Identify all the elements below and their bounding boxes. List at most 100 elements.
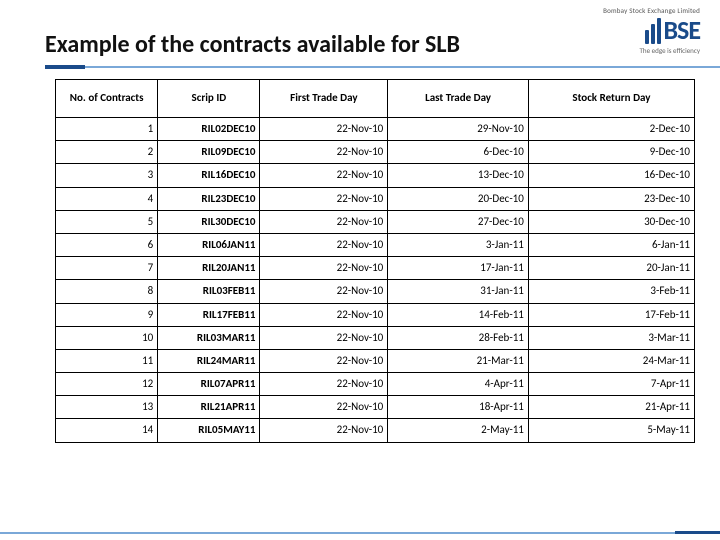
table-cell: RIL20JAN11 (158, 257, 260, 280)
table-cell: 28-Feb-11 (388, 326, 529, 349)
table-cell: 16-Dec-10 (528, 164, 694, 187)
table-row: 2RIL09DEC1022-Nov-106-Dec-109-Dec-10 (56, 141, 695, 164)
table-cell: RIL24MAR11 (158, 349, 260, 372)
table-cell: 14 (56, 419, 158, 442)
table-cell: 30-Dec-10 (528, 210, 694, 233)
table-cell: 22-Nov-10 (260, 210, 388, 233)
table-cell: 6-Dec-10 (388, 141, 529, 164)
page-title: Example of the contracts available for S… (45, 30, 700, 59)
table-cell: 27-Dec-10 (388, 210, 529, 233)
table-cell: 4-Apr-11 (388, 373, 529, 396)
table-cell: RIL07APR11 (158, 373, 260, 396)
table-cell: 21-Apr-11 (528, 396, 694, 419)
table-cell: 22-Nov-10 (260, 257, 388, 280)
table-cell: 12 (56, 373, 158, 396)
table-cell: 10 (56, 326, 158, 349)
table-cell: RIL30DEC10 (158, 210, 260, 233)
table-cell: 1 (56, 118, 158, 141)
table-cell: 22-Nov-10 (260, 303, 388, 326)
table-row: 13RIL21APR1122-Nov-1018-Apr-1121-Apr-11 (56, 396, 695, 419)
table-row: 4RIL23DEC1022-Nov-1020-Dec-1023-Dec-10 (56, 187, 695, 210)
table-cell: 22-Nov-10 (260, 280, 388, 303)
table-cell: RIL02DEC10 (158, 118, 260, 141)
table-cell: 22-Nov-10 (260, 118, 388, 141)
table-cell: 22-Nov-10 (260, 141, 388, 164)
table-row: 3RIL16DEC1022-Nov-1013-Dec-1016-Dec-10 (56, 164, 695, 187)
table-row: 6RIL06JAN1122-Nov-103-Jan-116-Jan-11 (56, 233, 695, 256)
contracts-table: No. of Contracts Scrip ID First Trade Da… (55, 79, 695, 443)
table-cell: 7 (56, 257, 158, 280)
table-row: 8RIL03FEB1122-Nov-1031-Jan-113-Feb-11 (56, 280, 695, 303)
col-header-scrip: Scrip ID (158, 80, 260, 118)
table-cell: 24-Mar-11 (528, 349, 694, 372)
table-cell: 9 (56, 303, 158, 326)
table-row: 11RIL24MAR1122-Nov-1021-Mar-1124-Mar-11 (56, 349, 695, 372)
col-header-last: Last Trade Day (388, 80, 529, 118)
table-cell: 22-Nov-10 (260, 373, 388, 396)
table-header-row: No. of Contracts Scrip ID First Trade Da… (56, 80, 695, 118)
table-cell: 18-Apr-11 (388, 396, 529, 419)
table-cell: 2 (56, 141, 158, 164)
table-cell: 23-Dec-10 (528, 187, 694, 210)
table-cell: 4 (56, 187, 158, 210)
table-cell: 5-May-11 (528, 419, 694, 442)
table-cell: RIL03MAR11 (158, 326, 260, 349)
table-cell: 13 (56, 396, 158, 419)
table-row: 1RIL02DEC1022-Nov-1029-Nov-102-Dec-10 (56, 118, 695, 141)
table-cell: 6-Jan-11 (528, 233, 694, 256)
table-cell: RIL06JAN11 (158, 233, 260, 256)
table-cell: 13-Dec-10 (388, 164, 529, 187)
table-cell: 17-Feb-11 (528, 303, 694, 326)
table-cell: 2-May-11 (388, 419, 529, 442)
brand-letters: BSE (663, 17, 700, 43)
table-cell: 22-Nov-10 (260, 396, 388, 419)
table-row: 12RIL07APR1122-Nov-104-Apr-117-Apr-11 (56, 373, 695, 396)
table-cell: RIL16DEC10 (158, 164, 260, 187)
table-cell: 22-Nov-10 (260, 349, 388, 372)
brand-logo: Bombay Stock Exchange Limited BSE The ed… (603, 6, 700, 55)
table-row: 14RIL05MAY1122-Nov-102-May-115-May-11 (56, 419, 695, 442)
title-underline (0, 65, 720, 69)
table-cell: RIL03FEB11 (158, 280, 260, 303)
table-row: 7RIL20JAN1122-Nov-1017-Jan-1120-Jan-11 (56, 257, 695, 280)
table-cell: RIL17FEB11 (158, 303, 260, 326)
table-cell: 14-Feb-11 (388, 303, 529, 326)
table-cell: RIL21APR11 (158, 396, 260, 419)
table-cell: 20-Jan-11 (528, 257, 694, 280)
table-row: 9RIL17FEB1122-Nov-1014-Feb-1117-Feb-11 (56, 303, 695, 326)
table-container: No. of Contracts Scrip ID First Trade Da… (0, 69, 720, 443)
table-cell: 11 (56, 349, 158, 372)
col-header-no: No. of Contracts (56, 80, 158, 118)
table-cell: RIL09DEC10 (158, 141, 260, 164)
table-cell: 20-Dec-10 (388, 187, 529, 210)
table-cell: 22-Nov-10 (260, 187, 388, 210)
footer-bar (0, 531, 720, 534)
brand-main: BSE (603, 16, 700, 44)
table-cell: 17-Jan-11 (388, 257, 529, 280)
table-cell: 7-Apr-11 (528, 373, 694, 396)
table-cell: 22-Nov-10 (260, 419, 388, 442)
brand-tagline: The edge is efficiency (603, 46, 700, 55)
table-cell: 5 (56, 210, 158, 233)
table-cell: 21-Mar-11 (388, 349, 529, 372)
table-cell: 3-Mar-11 (528, 326, 694, 349)
table-cell: 6 (56, 233, 158, 256)
table-cell: 3 (56, 164, 158, 187)
table-cell: 8 (56, 280, 158, 303)
table-cell: 2-Dec-10 (528, 118, 694, 141)
table-cell: 3-Feb-11 (528, 280, 694, 303)
header: Bombay Stock Exchange Limited BSE The ed… (0, 0, 720, 69)
table-cell: 3-Jan-11 (388, 233, 529, 256)
table-cell: 22-Nov-10 (260, 233, 388, 256)
table-row: 5RIL30DEC1022-Nov-1027-Dec-1030-Dec-10 (56, 210, 695, 233)
brand-bars-icon (645, 16, 661, 44)
col-header-first: First Trade Day (260, 80, 388, 118)
table-cell: RIL23DEC10 (158, 187, 260, 210)
table-cell: 29-Nov-10 (388, 118, 529, 141)
table-cell: 9-Dec-10 (528, 141, 694, 164)
table-cell: 22-Nov-10 (260, 326, 388, 349)
table-row: 10RIL03MAR1122-Nov-1028-Feb-113-Mar-11 (56, 326, 695, 349)
col-header-return: Stock Return Day (528, 80, 694, 118)
table-cell: 22-Nov-10 (260, 164, 388, 187)
table-cell: 31-Jan-11 (388, 280, 529, 303)
